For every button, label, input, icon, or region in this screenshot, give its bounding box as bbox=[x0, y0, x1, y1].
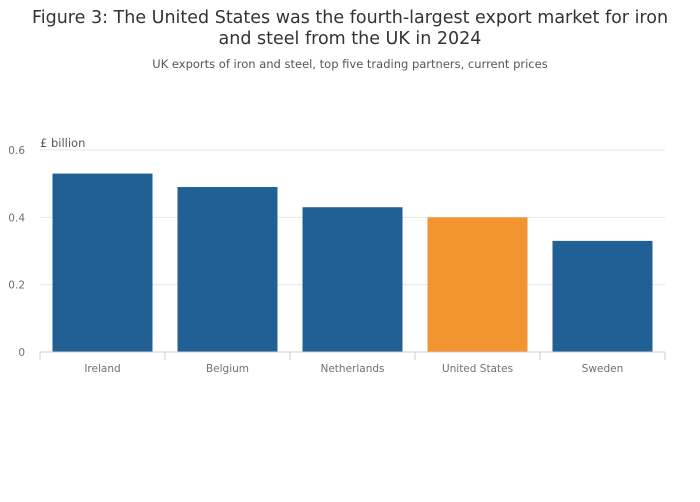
y-tick-label: 0 bbox=[18, 347, 25, 359]
bar-netherlands bbox=[302, 207, 403, 352]
x-tick-label: Belgium bbox=[206, 363, 249, 375]
bar-ireland bbox=[52, 173, 153, 352]
y-tick-label: 0.4 bbox=[8, 212, 25, 224]
x-tick-label: Sweden bbox=[582, 363, 624, 375]
chart-title: Figure 3: The United States was the four… bbox=[31, 8, 669, 49]
y-tick-label: 0.6 bbox=[8, 145, 25, 157]
chart-subtitle: UK exports of iron and steel, top five t… bbox=[152, 57, 548, 71]
x-tick-label: United States bbox=[442, 363, 513, 375]
bar-united-states bbox=[427, 217, 528, 352]
bar-sweden bbox=[552, 240, 653, 352]
bar-belgium bbox=[177, 187, 278, 352]
y-axis-label: £ billion bbox=[40, 136, 85, 150]
bars bbox=[52, 173, 653, 352]
x-tick-label: Netherlands bbox=[320, 363, 384, 375]
x-tick-label: Ireland bbox=[84, 363, 120, 375]
y-tick-label: 0.2 bbox=[8, 280, 25, 292]
axes: 0 0.2 0.4 0.6 Ireland Belgium Netherlands Unite… bbox=[8, 145, 666, 375]
